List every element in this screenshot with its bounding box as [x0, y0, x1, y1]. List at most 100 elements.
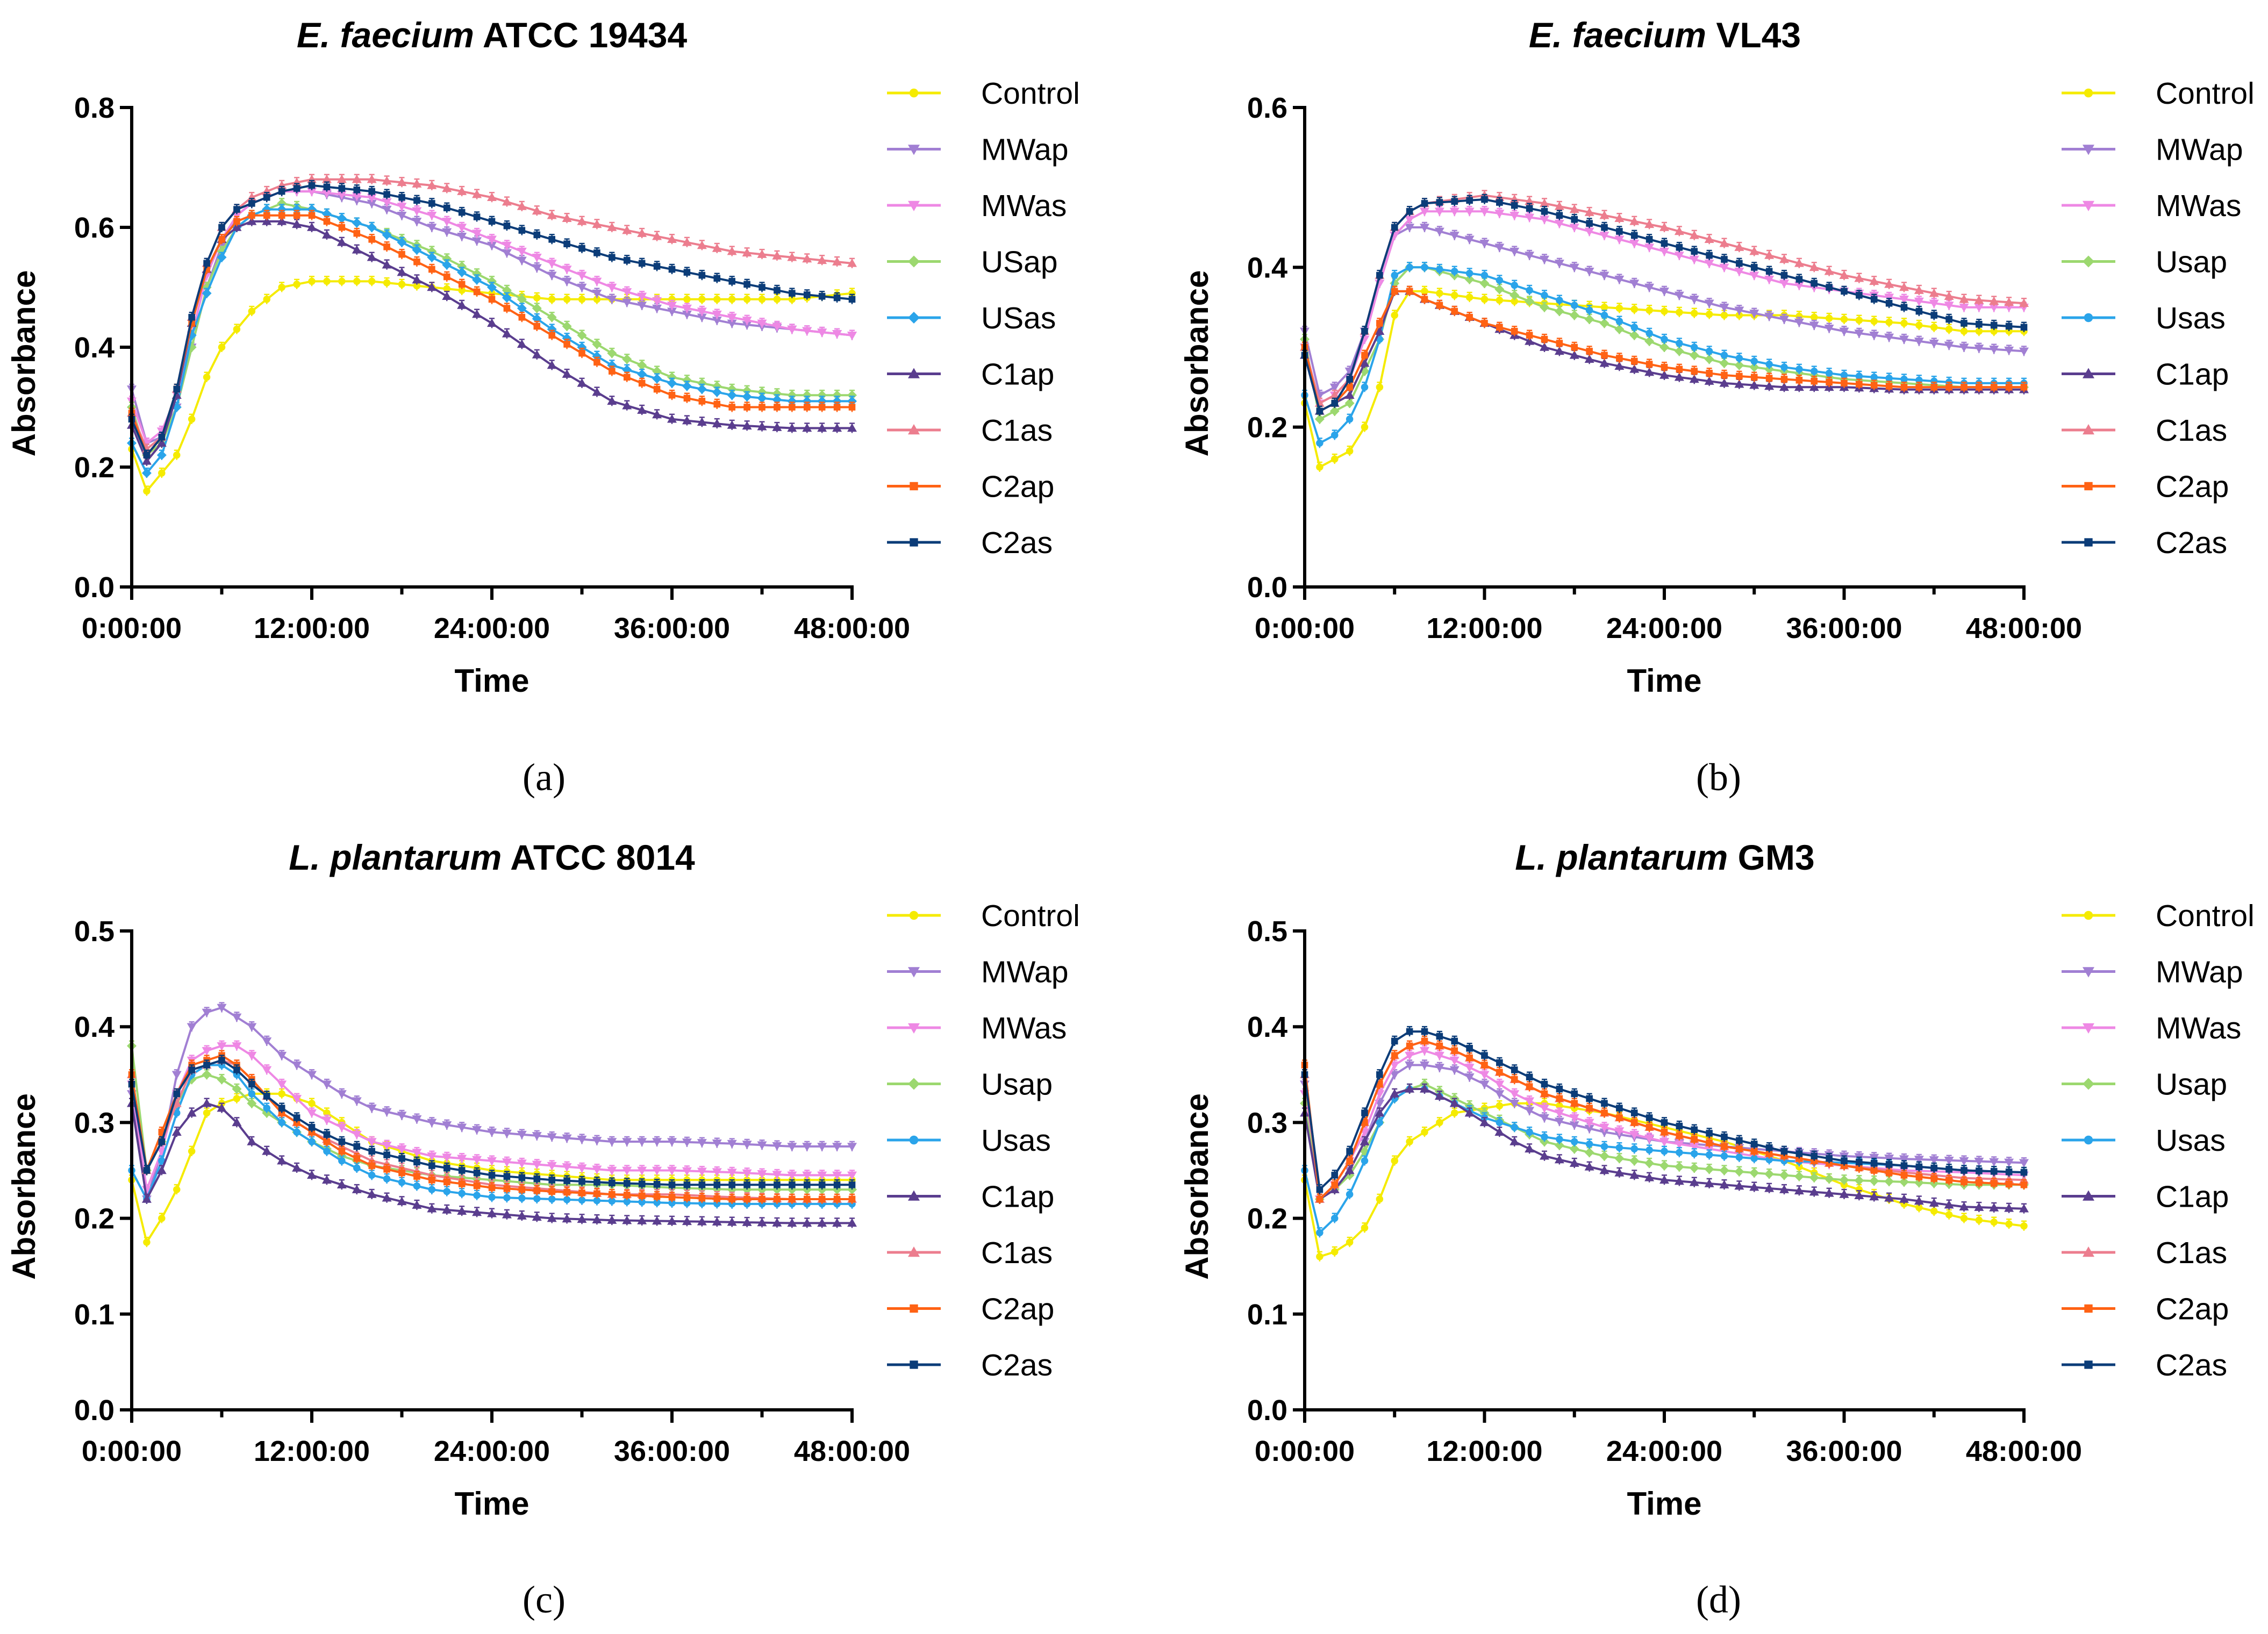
legend-swatch-marker [908, 424, 920, 435]
point-C2as [548, 236, 555, 243]
point-MWap [337, 1090, 347, 1099]
point-Usas [1361, 1157, 1369, 1165]
point-C2as [473, 1169, 481, 1177]
x-tick-label: 48:00:00 [1966, 612, 2082, 644]
legend-item-USap: USap [887, 245, 1058, 280]
point-C2ap [728, 1195, 735, 1203]
legend-item-Control: Control [887, 899, 1080, 933]
point-C2as [1541, 207, 1548, 215]
legend-label: C1as [981, 1236, 1053, 1270]
point-Usap [1614, 324, 1625, 334]
point-C2ap [413, 1173, 420, 1180]
point-USap [802, 390, 812, 400]
legend-item-Usap: Usap [2062, 245, 2227, 280]
point-MWas [757, 319, 767, 328]
point-MWap [1899, 335, 1909, 345]
point-Usas [1526, 286, 1533, 294]
y-axis-title: Absorbance [1179, 270, 1215, 457]
point-Usap [1689, 1163, 1699, 1173]
point-MWap [1659, 288, 1669, 296]
point-C2as [218, 1057, 225, 1064]
point-C2ap [609, 368, 616, 375]
point-C2as [1990, 321, 1998, 329]
point-USas [727, 390, 737, 400]
point-C1ap [247, 1137, 257, 1145]
point-USas [202, 288, 212, 298]
legend-label: MWas [981, 1011, 1067, 1045]
legend-label: Usas [2156, 301, 2226, 335]
point-C1as [1854, 273, 1864, 282]
point-MWas [457, 1155, 467, 1164]
point-MWas [832, 330, 842, 339]
title-space [1706, 15, 1716, 55]
point-C1as [592, 219, 602, 228]
point-Control [1945, 1211, 1953, 1219]
point-Control [1331, 455, 1339, 463]
legend-label: MWas [981, 189, 1067, 223]
point-Usap [1674, 346, 1684, 356]
point-MWap [1569, 1121, 1579, 1130]
point-C2ap [353, 1155, 361, 1162]
point-MWap [1644, 283, 1655, 292]
point-MWap [427, 1119, 437, 1128]
point-C2as [1870, 296, 1878, 303]
point-USas [652, 374, 662, 384]
point-USap [547, 312, 557, 322]
point-Usas [383, 1175, 391, 1182]
point-C2ap [1391, 288, 1398, 295]
point-C1ap [1344, 1165, 1355, 1174]
legend-label: C1ap [981, 357, 1054, 392]
point-C1as [1584, 207, 1594, 216]
point-C1as [757, 249, 767, 258]
point-C2ap [743, 404, 750, 411]
point-MWap [1390, 1071, 1400, 1080]
point-Control [683, 296, 691, 303]
point-C2ap [743, 1195, 750, 1203]
legend-swatch-marker [910, 1360, 918, 1369]
point-Control [1676, 309, 1683, 316]
point-C2as [293, 1114, 301, 1121]
legend-swatch-marker [909, 911, 919, 920]
x-tick-label: 0:00:00 [82, 612, 182, 644]
point-Usas [368, 1171, 376, 1179]
point-C1as [1569, 204, 1579, 213]
point-MWas [1479, 1071, 1490, 1080]
point-C1ap [1719, 378, 1729, 387]
point-Usas [473, 1192, 481, 1199]
point-MWas [321, 1116, 332, 1125]
series-C1ap [1300, 1083, 2029, 1214]
point-Usas [1346, 1191, 1354, 1198]
caption-c: (c) [523, 1578, 566, 1621]
point-MWas [321, 189, 332, 198]
point-Usas [1556, 296, 1563, 304]
point-C2ap [1586, 348, 1593, 355]
point-Usap [1734, 360, 1744, 370]
point-C2as [278, 1105, 285, 1112]
point-C1ap [232, 223, 242, 231]
point-MWas [1659, 247, 1669, 256]
point-C1ap [1704, 376, 1714, 385]
point-MWap [1509, 1100, 1520, 1108]
point-MWas [712, 1168, 722, 1177]
point-C1as [1494, 192, 1505, 201]
point-MWas [472, 230, 482, 239]
point-C2as [1645, 236, 1653, 243]
point-MWas [637, 1166, 647, 1176]
point-Usap [1540, 302, 1549, 312]
point-C2as [1736, 260, 1743, 267]
point-USas [787, 396, 797, 406]
point-C2ap [323, 218, 331, 225]
point-C2ap [1945, 384, 1952, 391]
point-USap [787, 390, 797, 400]
point-C2as [1885, 299, 1893, 307]
y-tick-label: 0.0 [1247, 571, 1287, 604]
point-C2as [1661, 240, 1668, 247]
point-MWas [547, 260, 557, 268]
point-C2as [458, 1167, 466, 1174]
point-C2ap [1496, 324, 1503, 331]
point-MWap [727, 319, 737, 328]
point-C2ap [848, 404, 856, 411]
point-USas [277, 204, 287, 214]
point-MWas [1599, 1123, 1609, 1133]
point-MWap [1509, 247, 1520, 256]
